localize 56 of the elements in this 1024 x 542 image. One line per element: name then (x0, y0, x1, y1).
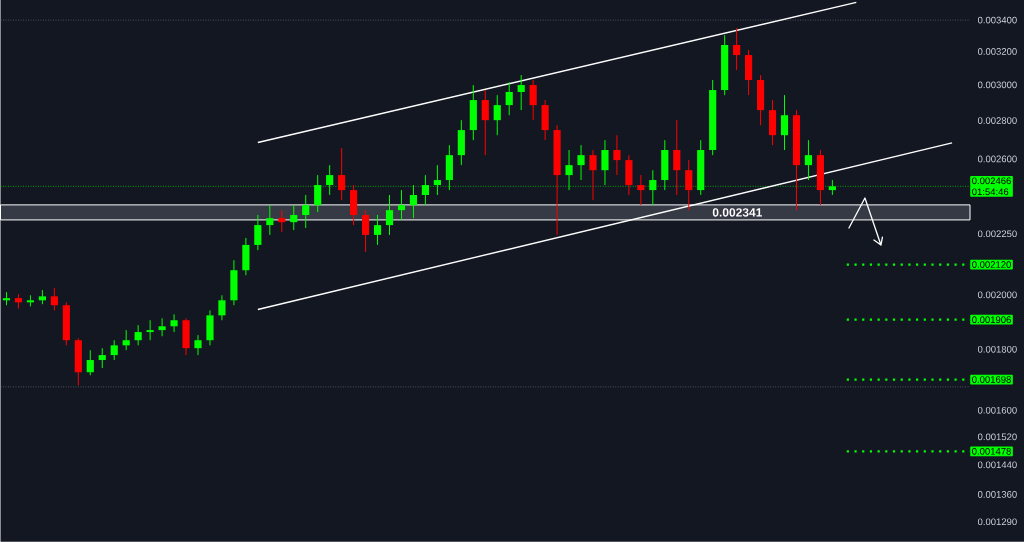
candlestick (122, 329, 130, 351)
ref-line-label: 0.001478 (972, 448, 1011, 455)
candlestick (804, 139, 813, 181)
y-tick-label: 0.002600 (977, 155, 1017, 163)
candlestick (302, 194, 310, 229)
candlestick (529, 79, 537, 121)
candlestick (110, 339, 118, 361)
y-tick-label: 0.001440 (977, 461, 1017, 469)
y-tick-label: 0.001800 (977, 346, 1017, 353)
candlestick (601, 139, 609, 186)
candlestick (577, 144, 585, 181)
candlestick (146, 319, 154, 341)
ref-line-label: 0.002120 (972, 261, 1011, 269)
candlestick (86, 349, 94, 376)
y-tick-label: 0.001290 (977, 518, 1017, 526)
candlestick (50, 287, 58, 311)
ref-line-label: 0.001698 (972, 376, 1011, 384)
ref-line-label: 0.002466 (972, 177, 1011, 185)
y-tick-label: 0.001520 (977, 433, 1017, 441)
candlestick (493, 94, 501, 136)
y-tick-label: 0.003400 (977, 16, 1017, 24)
candlestick (613, 134, 621, 176)
band-label: 0.002341 (712, 208, 763, 217)
candlestick (673, 119, 681, 196)
candlestick (134, 324, 142, 346)
y-tick-label: 0.001600 (977, 407, 1017, 414)
y-tick-label: 0.002000 (977, 291, 1017, 299)
candlestick (589, 149, 597, 201)
candlestick (481, 89, 489, 156)
candlestick (194, 334, 202, 356)
candlestick (385, 194, 394, 236)
y-tick-label: 0.001360 (977, 491, 1017, 498)
candlestick (733, 27, 741, 71)
candlestick (505, 81, 513, 116)
candlestick (373, 214, 382, 246)
candlestick (361, 209, 370, 253)
ref-line-label: 0.001906 (972, 316, 1011, 324)
candlestick (338, 147, 346, 201)
candlestick (517, 74, 525, 111)
candlestick (218, 294, 226, 321)
candlestick (637, 174, 645, 206)
text: 01:54:46 (972, 188, 1009, 196)
candlestick (266, 204, 274, 236)
candlestick (98, 347, 106, 369)
y-tick-label: 0.002800 (977, 117, 1017, 125)
candlestick (685, 159, 693, 211)
candlestick (397, 189, 406, 221)
candlestick (170, 313, 178, 333)
candlestick (290, 204, 298, 231)
candlestick (780, 94, 789, 151)
y-tick-label: 0.003000 (977, 81, 1017, 89)
candlestick (158, 317, 166, 337)
y-tick-label: 0.002250 (977, 230, 1017, 238)
candlestick (278, 209, 286, 233)
y-tick-label: 0.003200 (977, 48, 1017, 55)
candlestick (254, 214, 262, 251)
